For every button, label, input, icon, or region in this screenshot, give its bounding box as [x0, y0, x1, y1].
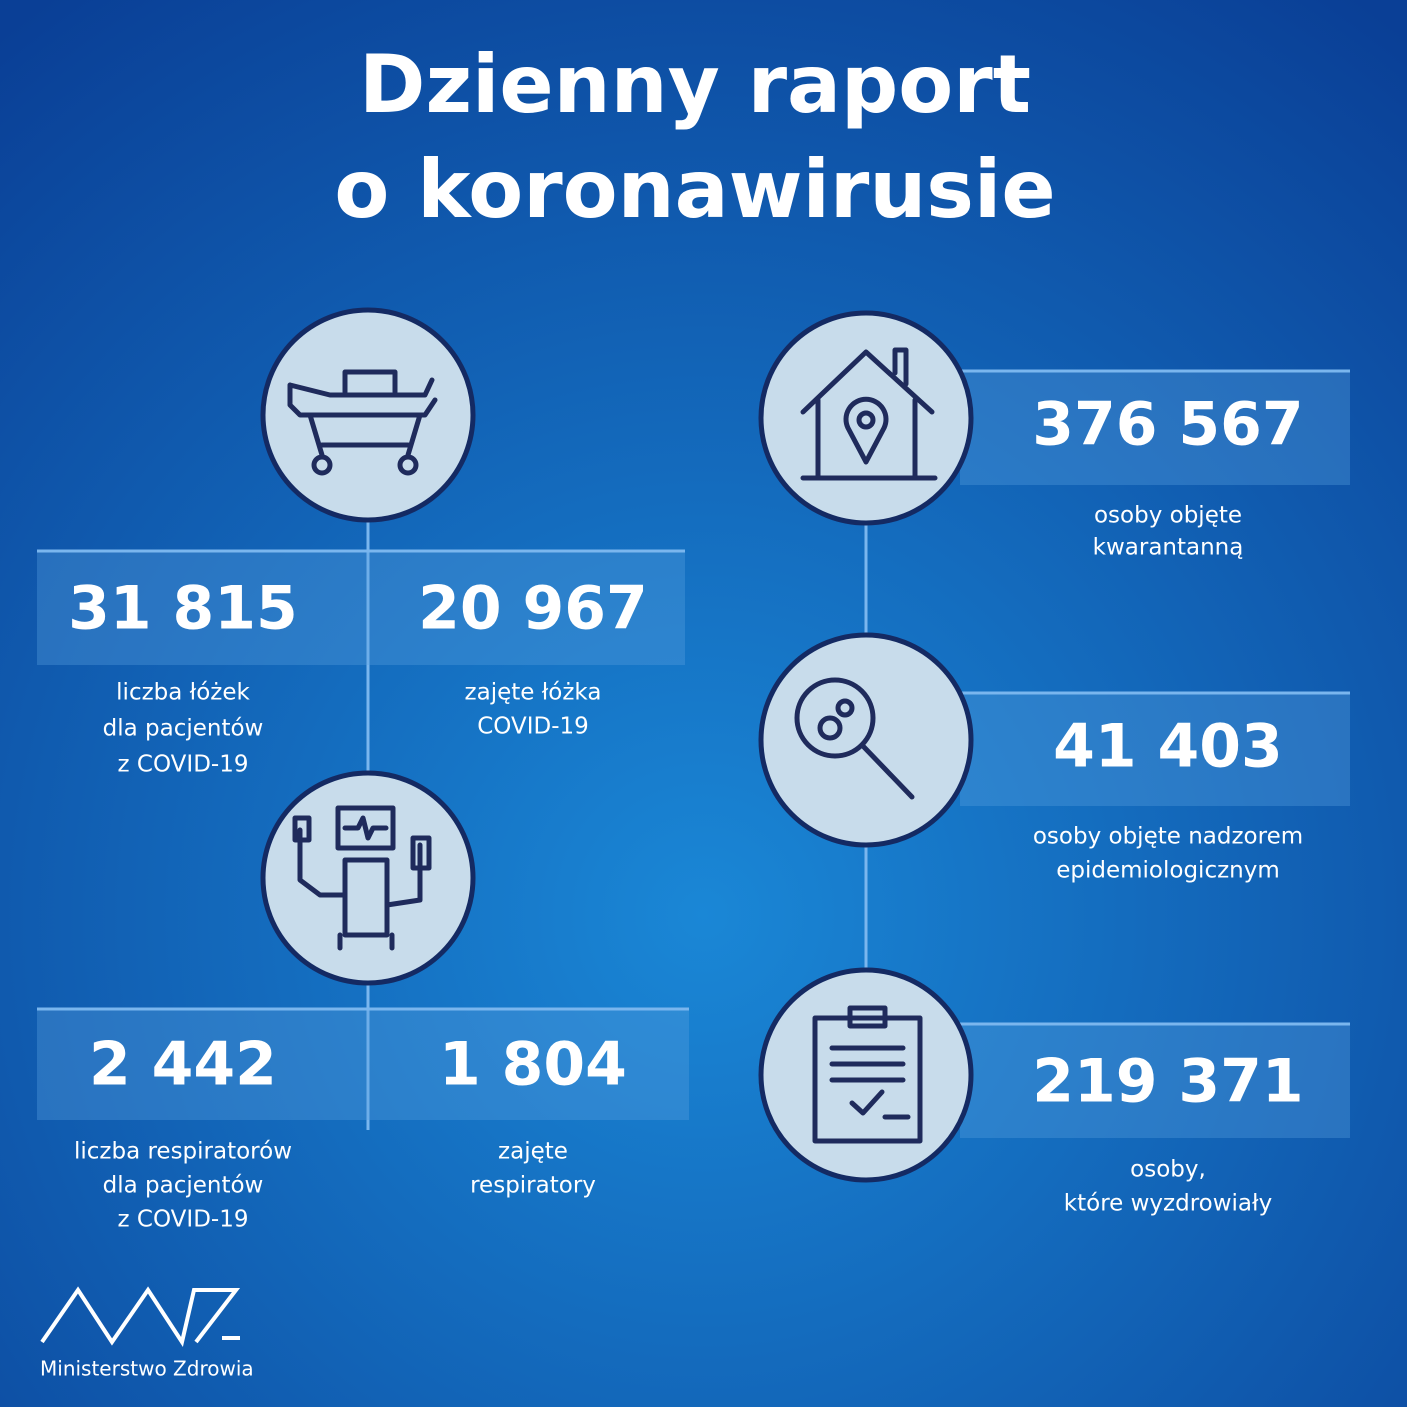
logo-text: Ministerstwo Zdrowia — [40, 1357, 254, 1381]
magnifier-icon — [758, 632, 974, 848]
title-line: Dzienny raport — [359, 38, 1031, 131]
stat-label: liczba łóżek — [116, 680, 250, 706]
stat-number: 2 442 — [89, 1030, 277, 1100]
stat-label: dla pacjentów — [103, 1173, 264, 1199]
logo — [40, 1286, 241, 1348]
stat-number: 31 815 — [68, 574, 298, 644]
stat-label: dla pacjentów — [103, 716, 264, 742]
band — [37, 1010, 689, 1120]
stat-label: liczba respiratorów — [74, 1139, 292, 1165]
stat-label: epidemiologicznym — [1056, 858, 1280, 884]
stat-label: z COVID-19 — [118, 1207, 249, 1233]
band — [37, 552, 685, 665]
stat-label: kwarantanną — [1093, 535, 1244, 561]
stat-label: zajęte łóżka — [465, 680, 602, 706]
stat-number: 376 567 — [1032, 390, 1303, 460]
band — [960, 372, 1350, 485]
stat-number: 41 403 — [1053, 712, 1283, 782]
respirator-icon — [260, 770, 476, 986]
stat-label: osoby, — [1130, 1157, 1206, 1183]
house-icon — [758, 310, 974, 526]
stat-label: osoby objęte nadzorem — [1033, 824, 1303, 850]
clipboard-icon — [758, 967, 974, 1183]
band — [960, 694, 1350, 806]
stat-number: 219 371 — [1032, 1047, 1303, 1117]
stat-label: COVID-19 — [477, 714, 589, 740]
stat-number: 1 804 — [439, 1030, 627, 1100]
stat-label: zajęte — [498, 1139, 568, 1165]
stat-number: 20 967 — [418, 574, 648, 644]
stat-label: z COVID-19 — [118, 752, 249, 778]
band — [960, 1025, 1350, 1138]
title-line: o koronawirusie — [334, 143, 1055, 236]
stat-label: osoby objęte — [1094, 503, 1242, 529]
stat-label: respiratory — [470, 1173, 596, 1199]
stat-label: które wyzdrowiały — [1064, 1191, 1272, 1217]
bed-icon — [260, 307, 476, 523]
